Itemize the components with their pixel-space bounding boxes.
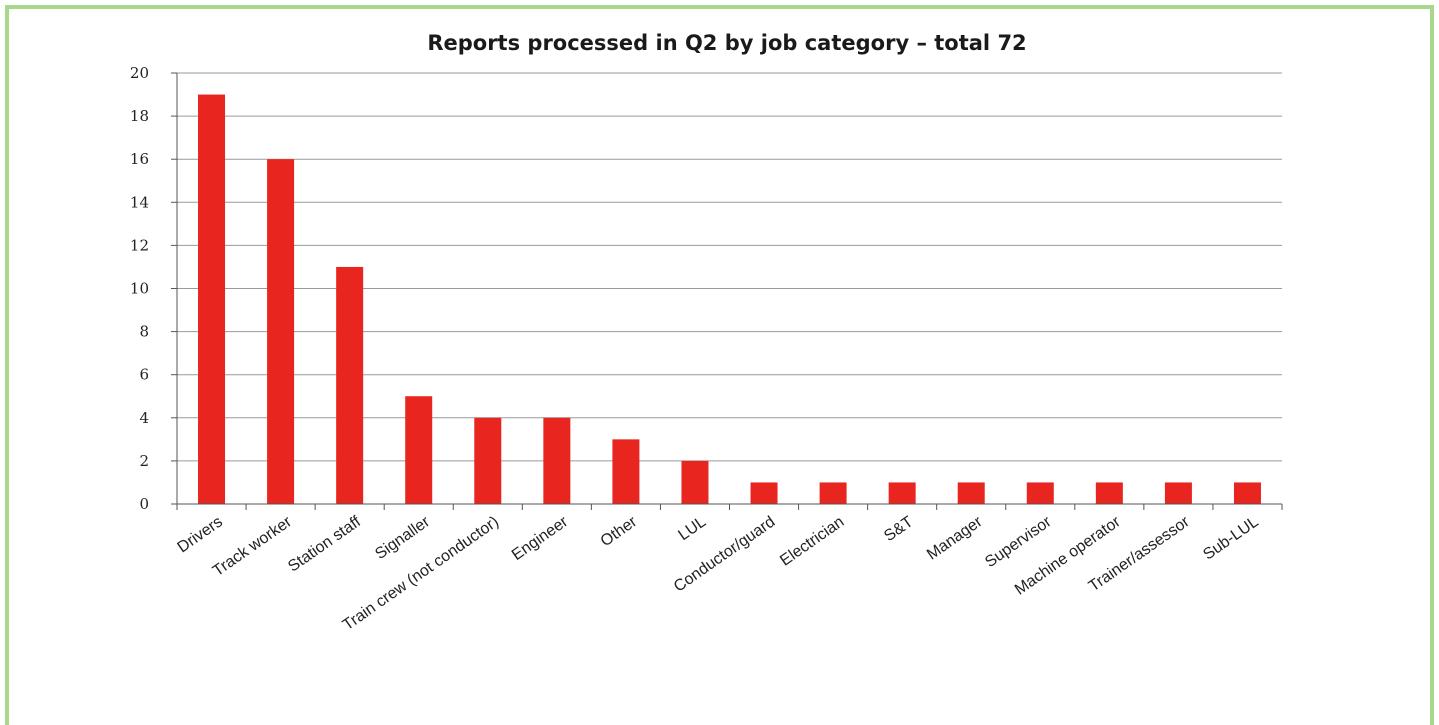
bar xyxy=(819,482,847,504)
bar xyxy=(474,417,502,504)
x-tick-label: Station staff xyxy=(285,513,364,576)
bar xyxy=(1164,482,1192,504)
y-tick-label: 16 xyxy=(130,150,149,168)
axes xyxy=(171,72,1283,510)
bar xyxy=(267,159,295,504)
bar xyxy=(750,482,778,504)
bars xyxy=(198,94,1261,505)
bar xyxy=(681,460,709,504)
y-tick-label: 10 xyxy=(130,280,149,298)
x-tick-label: Sub-LUL xyxy=(1200,513,1262,563)
bar xyxy=(1095,482,1123,504)
x-tick-label: LUL xyxy=(675,513,709,544)
bar xyxy=(543,417,571,504)
y-tick-labels: 0 2 4 6 8 10 12 14 16 18 20 xyxy=(130,64,149,513)
y-tick-label: 12 xyxy=(130,236,149,254)
y-tick-label: 2 xyxy=(139,452,149,470)
x-tick-label: Electrician xyxy=(777,513,847,569)
bar xyxy=(612,439,640,504)
x-tick-label: S&T xyxy=(881,513,916,545)
x-tick-label: Other xyxy=(598,513,641,550)
y-tick-label: 4 xyxy=(139,409,149,427)
y-tick-label: 14 xyxy=(130,193,149,211)
y-tick-label: 20 xyxy=(130,64,149,82)
bar xyxy=(336,266,364,504)
x-tick-label: Manager xyxy=(924,513,986,564)
bar xyxy=(1026,482,1054,504)
x-tick-label: Drivers xyxy=(175,513,226,556)
bar xyxy=(888,482,916,504)
x-tick-label: Signaller xyxy=(372,513,433,563)
bar xyxy=(405,396,433,504)
chart-frame xyxy=(5,5,1434,725)
y-tick-label: 8 xyxy=(139,323,149,341)
chart-title: Reports processed in Q2 by job category … xyxy=(427,31,1026,55)
y-tick-label: 0 xyxy=(139,495,149,513)
x-tick-label: Engineer xyxy=(509,513,572,564)
y-tick-label: 18 xyxy=(130,107,149,125)
y-tick-label: 6 xyxy=(139,366,149,384)
bar xyxy=(957,482,985,504)
bar xyxy=(1233,482,1261,504)
bar xyxy=(198,94,226,505)
